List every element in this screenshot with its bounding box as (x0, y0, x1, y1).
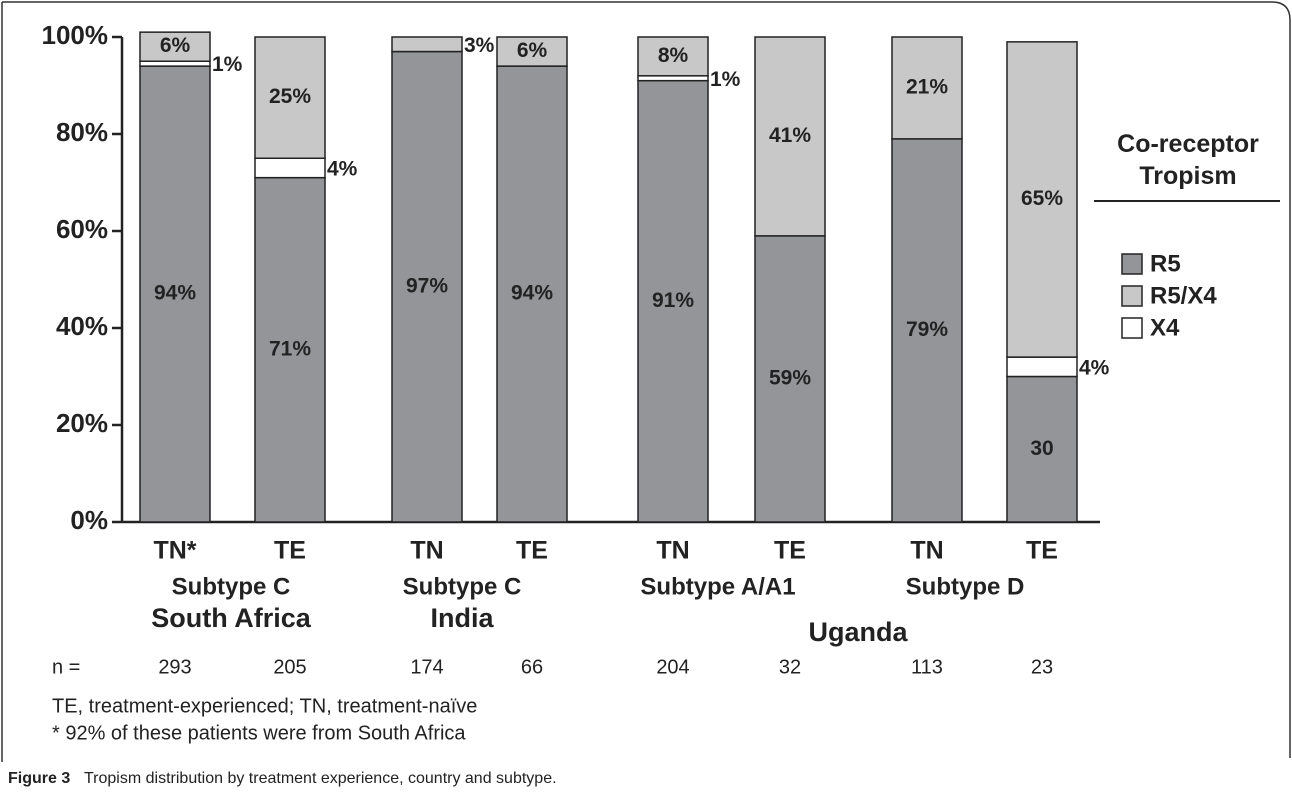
bar-segment (391, 36, 463, 53)
n-value: 204 (656, 656, 689, 678)
value-label: 25% (269, 85, 311, 108)
bar-segment (1006, 356, 1078, 378)
x-tick-label: TN (410, 537, 443, 565)
bar-segment (496, 65, 568, 523)
value-label: 1% (710, 68, 741, 91)
legend-label: R5/X4 (1150, 282, 1217, 309)
frame (2, 1, 1291, 758)
footnote: TE, treatment-experienced; TN, treatment… (52, 695, 477, 717)
bar-segment (754, 36, 826, 237)
caption-label: Figure 3 (8, 770, 70, 787)
legend-label: R5 (1150, 250, 1181, 277)
value-label: 59% (769, 366, 811, 389)
bar-segment (891, 36, 963, 140)
value-label: 6% (160, 34, 191, 57)
bar-segment (254, 36, 326, 159)
x-tick-label: TE (516, 537, 548, 565)
y-tick-label: 60% (56, 214, 108, 244)
x-tick-label: TN (656, 537, 689, 565)
bar-segment (254, 157, 326, 179)
value-label: 91% (652, 289, 694, 312)
country-label: Uganda (808, 617, 908, 647)
y-tick-label: 80% (56, 117, 108, 147)
caption: Tropism distribution by treatment experi… (84, 770, 557, 787)
value-label: 3% (464, 34, 495, 57)
x-tick-label: TN* (153, 537, 196, 565)
value-label: 6% (517, 39, 548, 62)
y-tick-label: 0% (70, 505, 108, 535)
legend-swatch (1121, 317, 1143, 339)
value-label: 4% (327, 157, 358, 180)
legend-swatch (1121, 285, 1143, 307)
n-value: 174 (410, 656, 443, 678)
y-tick-label: 20% (56, 408, 108, 438)
bar-segment (139, 65, 211, 523)
value-label: 4% (1079, 356, 1110, 379)
x-tick-label: TE (1026, 537, 1058, 565)
legend-swatch (1121, 253, 1143, 275)
subtype-label: Subtype D (906, 573, 1025, 600)
n-value: 32 (779, 656, 801, 678)
value-label: 1% (212, 53, 243, 76)
n-value: 66 (521, 656, 543, 678)
bar-segment (1006, 41, 1078, 358)
n-value: 205 (273, 656, 306, 678)
n-value: 293 (158, 656, 191, 678)
country-label: India (430, 603, 494, 633)
country-label: South Africa (151, 603, 311, 633)
footnote: * 92% of these patients were from South … (52, 722, 466, 744)
bar-segment (139, 31, 211, 63)
legend-title: Co-receptor Tropism (1117, 130, 1259, 190)
subtype-label: Subtype A/A1 (640, 573, 795, 600)
value-label: 30 (1030, 437, 1053, 460)
n-label: n = (52, 656, 80, 678)
value-label: 94% (511, 282, 553, 305)
value-label: 65% (1021, 187, 1063, 210)
y-tick-label: 100% (42, 20, 109, 50)
value-label: 79% (906, 318, 948, 341)
bar-segment (754, 235, 826, 523)
x-tick-label: TE (774, 537, 806, 565)
x-tick-label: TE (274, 537, 306, 565)
subtype-label: Subtype C (403, 573, 522, 600)
bar-segment (891, 138, 963, 523)
x-tick-label: TN (910, 537, 943, 565)
value-label: 71% (269, 337, 311, 360)
bar-segment (637, 36, 709, 77)
n-value: 23 (1031, 656, 1053, 678)
n-value: 113 (911, 656, 943, 678)
bar-segment (391, 50, 463, 523)
value-label: 41% (769, 124, 811, 147)
value-label: 21% (906, 75, 948, 98)
legend-label: X4 (1150, 314, 1180, 341)
bar-segment (496, 36, 568, 67)
value-label: 94% (154, 282, 196, 305)
y-tick-label: 40% (56, 311, 108, 341)
value-label: 97% (406, 274, 448, 297)
value-label: 8% (658, 44, 689, 67)
subtype-label: Subtype C (172, 573, 291, 600)
bar-segment (254, 176, 326, 523)
